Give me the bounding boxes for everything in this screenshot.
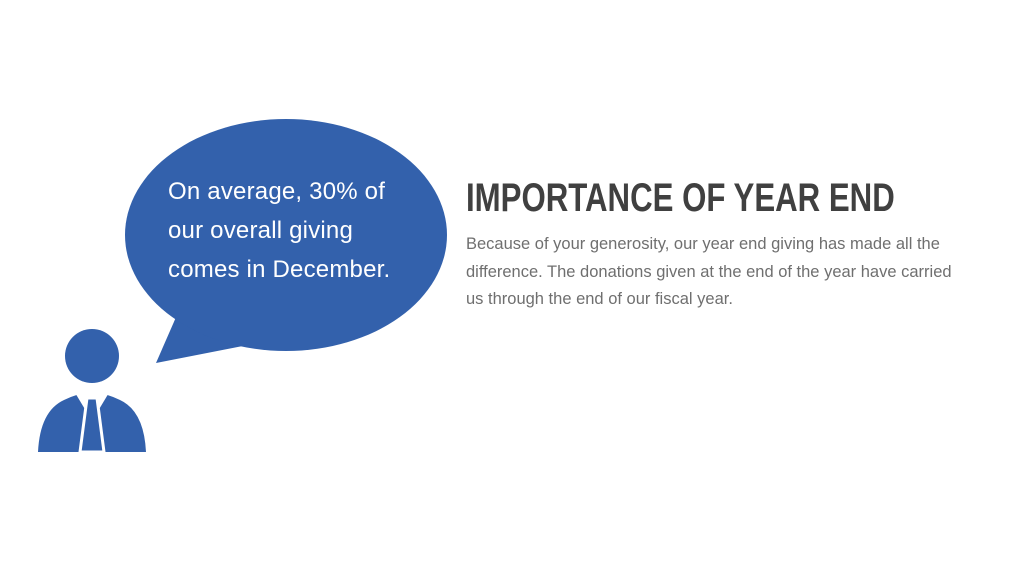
speech-bubble-text: On average, 30% of our overall giving co… bbox=[168, 172, 408, 289]
bubble-line: On average, 30% of bbox=[168, 178, 386, 205]
speech-bubble: On average, 30% of our overall giving co… bbox=[118, 116, 458, 374]
bubble-line: our overall giving bbox=[168, 217, 354, 244]
section-title: IMPORTANCE OF YEAR END bbox=[466, 176, 895, 220]
bubble-line: comes in December. bbox=[168, 256, 391, 283]
content-column: IMPORTANCE OF YEAR END Because of your g… bbox=[466, 176, 971, 314]
section-body: Because of your generosity, our year end… bbox=[466, 235, 952, 308]
person-icon bbox=[28, 325, 158, 452]
speech-bubble-shape-icon bbox=[125, 119, 447, 363]
